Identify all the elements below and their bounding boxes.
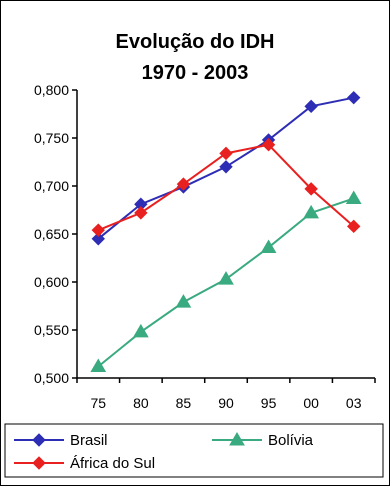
axes: 0,800 0,750 0,700 0,650 0,600 0,550 0,500 75 80 8… xyxy=(34,82,376,411)
data-point xyxy=(260,239,277,253)
data-point xyxy=(347,219,361,234)
y-tick-label: 0,800 xyxy=(34,82,69,98)
y-tick-label: 0,550 xyxy=(34,322,69,338)
data-point xyxy=(91,223,105,237)
legend-label: África do Sul xyxy=(70,455,155,472)
legend-item: Brasil xyxy=(14,432,108,449)
data-point xyxy=(218,271,234,285)
data-point xyxy=(219,146,233,161)
data-point xyxy=(175,294,192,308)
y-tick-label: 0,650 xyxy=(34,226,69,242)
x-tick-label: 90 xyxy=(218,395,234,411)
data-point xyxy=(345,190,362,204)
diamond-marker-icon xyxy=(32,456,46,470)
series-bol-via xyxy=(90,190,362,372)
legend-label: Brasil xyxy=(70,432,108,449)
series-brasil xyxy=(91,90,361,246)
data-point xyxy=(347,90,361,105)
y-tick-label: 0,750 xyxy=(34,130,69,146)
x-tick-label: 00 xyxy=(303,395,319,411)
data-point xyxy=(132,323,149,338)
y-tick-label: 0,600 xyxy=(34,274,69,290)
legend: Brasil Bolívia África do Sul xyxy=(4,423,384,478)
legend-label: Bolívia xyxy=(268,432,314,449)
triangle-marker-icon xyxy=(229,432,245,446)
data-point xyxy=(91,232,105,246)
data-point xyxy=(134,206,148,220)
legend-box xyxy=(4,423,384,478)
data-point xyxy=(219,160,233,174)
x-tick-label: 80 xyxy=(133,395,149,411)
legend-item: Bolívia xyxy=(212,432,314,449)
data-point xyxy=(304,99,318,114)
data-point xyxy=(176,177,191,191)
series-layer xyxy=(90,90,362,372)
series--frica-do-sul xyxy=(91,138,361,237)
data-point xyxy=(304,182,318,196)
diamond-marker-icon xyxy=(32,433,46,447)
x-tick-label: 95 xyxy=(261,395,277,411)
legend-item: África do Sul xyxy=(14,455,155,472)
x-tick-label: 03 xyxy=(346,395,362,411)
x-tick-label: 75 xyxy=(90,395,106,411)
x-tick-label: 85 xyxy=(176,395,192,411)
y-tick-label: 0,700 xyxy=(34,178,69,194)
data-point xyxy=(90,358,107,372)
data-point xyxy=(261,138,276,152)
chart-subtitle: 1970 - 2003 xyxy=(142,62,249,84)
data-point xyxy=(303,204,320,219)
y-tick-label: 0,500 xyxy=(34,370,69,386)
chart-title: Evolução do IDH xyxy=(116,31,275,53)
